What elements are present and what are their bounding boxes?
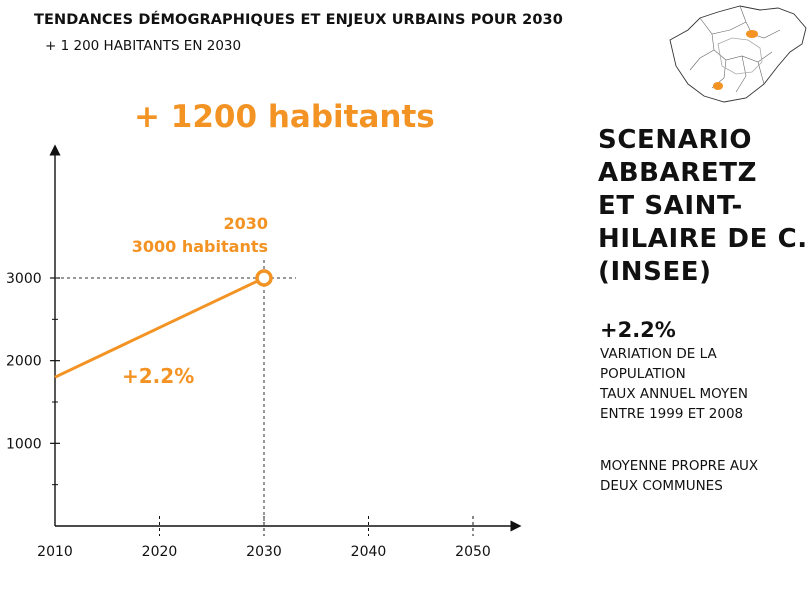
average-note: MOYENNE PROPRE AUX DEUX COMMUNES	[600, 456, 805, 496]
page-title: TENDANCES DÉMOGRAPHIQUES ET ENJEUX URBAI…	[34, 12, 563, 28]
y-tick-label: 2000	[6, 354, 42, 370]
highlight-point	[255, 269, 273, 287]
x-tick-label: 2030	[246, 544, 282, 560]
x-tick-label: 2020	[142, 544, 178, 560]
description-line: POPULATION	[600, 366, 686, 382]
locator-map-icon	[669, 5, 807, 103]
point-label-line-1: 2030	[223, 214, 268, 233]
scenario-title-line: SCENARIO	[598, 125, 753, 155]
x-tick-label: 2050	[455, 544, 491, 560]
page-subtitle: + 1 200 HABITANTS EN 2030	[45, 38, 242, 54]
map-highlight-saint-hilaire	[713, 82, 723, 90]
x-tick-label: 2010	[37, 544, 73, 560]
y-tick-label: 1000	[6, 436, 42, 452]
map-highlight-abbaretz	[746, 30, 758, 38]
headline-figure: + 1200 habitants	[134, 99, 435, 135]
scenario-title: SCENARIO ABBARETZ ET SAINT- HILAIRE DE C…	[598, 124, 808, 289]
growth-rate-value: +2.2%	[600, 318, 676, 342]
growth-rate-label: +2.2%	[122, 364, 194, 388]
description-line: ENTRE 1999 ET 2008	[600, 406, 744, 422]
scenario-title-line: ABBARETZ	[598, 158, 758, 188]
scenario-title-line: ET SAINT-	[598, 191, 743, 221]
x-tick-label: 2040	[351, 544, 387, 560]
growth-rate-description: VARIATION DE LA POPULATION TAUX ANNUEL M…	[600, 344, 805, 424]
note-line: DEUX COMMUNES	[600, 478, 723, 494]
description-line: TAUX ANNUEL MOYEN	[600, 386, 748, 402]
scenario-title-line: (INSEE)	[598, 257, 712, 287]
y-tick-label: 3000	[6, 271, 42, 287]
scenario-title-line: HILAIRE DE C.	[598, 224, 808, 254]
note-line: MOYENNE PROPRE AUX	[600, 458, 759, 474]
description-line: VARIATION DE LA	[600, 346, 717, 362]
point-label-line-2: 3000 habitants	[132, 237, 268, 256]
series-line	[54, 276, 265, 379]
